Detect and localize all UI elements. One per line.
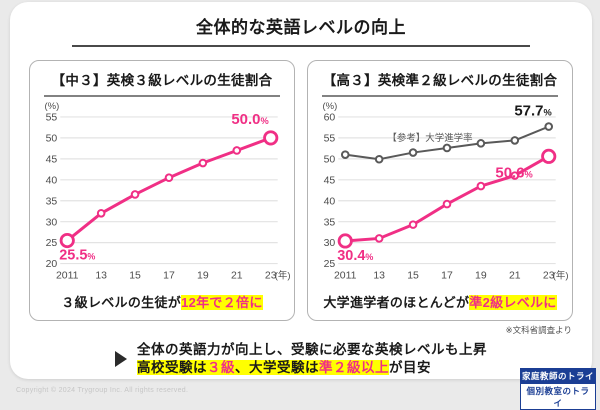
summary-lines: 全体の英語力が向上し、受験に必要な英検レベルも上昇 高校受験は３級、大学受験は準… <box>137 341 487 377</box>
svg-text:15: 15 <box>129 270 141 281</box>
svg-text:25.5%: 25.5% <box>59 247 95 263</box>
chart-divider <box>44 95 280 97</box>
chart-divider <box>322 95 558 97</box>
svg-text:17: 17 <box>163 270 175 281</box>
try-group-logo: 家庭教師のトライ 個別教室のトライ <box>520 368 596 410</box>
text-segment: ３級 <box>207 360 235 376</box>
text-segment: 準２級以上 <box>319 360 389 376</box>
svg-text:60: 60 <box>324 112 336 123</box>
text-segment: ３級レベルの生徒が <box>61 295 182 310</box>
text-segment: 12年で２倍に <box>181 295 263 310</box>
logo-kobetsu-kyoushitsu-no-try: 個別教室のトライ <box>520 383 596 410</box>
svg-text:(年): (年) <box>275 269 291 281</box>
svg-text:(%): (%) <box>45 100 60 111</box>
chart-card-middle3: 【中３】英検３級レベルの生徒割合 20 25 30 35 40 45 50 55 (%) 2011… <box>29 60 295 321</box>
svg-text:45: 45 <box>324 175 336 186</box>
svg-text:19: 19 <box>475 270 487 281</box>
svg-text:【参考】大学進学率: 【参考】大学進学率 <box>387 131 472 143</box>
summary-block: 全体の英語力が向上し、受験に必要な英検レベルも上昇 高校受験は３級、大学受験は準… <box>10 341 592 377</box>
svg-text:13: 13 <box>373 270 385 281</box>
svg-text:25: 25 <box>324 259 336 270</box>
line-chart-middle3: 20 25 30 35 40 45 50 55(%) 2011 13 15 17 19 21 23(年) 50… <box>45 100 291 281</box>
svg-text:13: 13 <box>95 270 107 281</box>
svg-text:2011: 2011 <box>56 270 79 281</box>
svg-text:50: 50 <box>324 154 336 165</box>
summary-line-2: 高校受験は３級、大学受験は準２級以上が目安 <box>137 359 487 377</box>
text-segment: 高校受験は <box>137 360 207 376</box>
svg-text:35: 35 <box>46 196 58 207</box>
text-segment: 準2級レベルに <box>469 295 557 310</box>
chart-caption-middle3: ３級レベルの生徒が12年で２倍に <box>30 292 294 311</box>
page-title: 全体的な英語レベルの向上 <box>196 18 406 37</box>
text-segment: 、大学受験は <box>235 360 319 376</box>
right-triangle-icon <box>115 351 127 368</box>
svg-text:55: 55 <box>46 112 58 123</box>
logo-katei-kyoushi-no-try: 家庭教師のトライ <box>520 368 596 383</box>
svg-text:23: 23 <box>543 270 555 281</box>
svg-text:25: 25 <box>46 238 58 249</box>
svg-text:40: 40 <box>324 196 336 207</box>
chart-title-middle3: 【中３】英検３級レベルの生徒割合 <box>51 73 273 88</box>
svg-text:(%): (%) <box>323 100 338 111</box>
svg-text:23: 23 <box>265 270 277 281</box>
slide-card: 全体的な英語レベルの向上 【中３】英検３級レベルの生徒割合 20 25 30 35 40… <box>10 2 592 379</box>
svg-text:21: 21 <box>509 270 521 281</box>
copyright-text: Copyright © 2024 Trygroup Inc. All right… <box>16 387 189 394</box>
svg-text:15: 15 <box>407 270 419 281</box>
summary-line-1: 全体の英語力が向上し、受験に必要な英検レベルも上昇 <box>137 342 487 357</box>
svg-text:30: 30 <box>46 217 58 228</box>
svg-text:30.4%: 30.4% <box>337 247 373 263</box>
text-segment: が目安 <box>389 360 431 376</box>
svg-text:50.0%: 50.0% <box>231 110 268 127</box>
svg-text:40: 40 <box>46 175 58 186</box>
svg-text:19: 19 <box>197 270 209 281</box>
svg-text:55: 55 <box>324 133 336 144</box>
chart-caption-high3: 大学進学者のほとんどが準2級レベルに <box>308 292 572 311</box>
line-chart-high3: 25 30 35 40 45 50 55 60(%) 2011 13 15 17 19 21 23(年) 57… <box>323 100 569 281</box>
svg-text:50: 50 <box>46 133 58 144</box>
svg-text:17: 17 <box>441 270 453 281</box>
svg-text:30: 30 <box>324 238 336 249</box>
chart-card-high3: 【高３】英検準２級レベルの生徒割合 25 30 35 40 45 50 55 60 (%) 201… <box>307 60 573 321</box>
svg-text:57.7%: 57.7% <box>514 102 551 119</box>
charts-row: 【中３】英検３級レベルの生徒割合 20 25 30 35 40 45 50 55 (%) 2011… <box>10 60 592 321</box>
text-segment: 大学進学者のほとんどが <box>323 295 470 310</box>
svg-text:21: 21 <box>231 270 243 281</box>
svg-text:20: 20 <box>46 259 58 270</box>
svg-text:35: 35 <box>324 217 336 228</box>
svg-text:45: 45 <box>46 154 58 165</box>
svg-text:(年): (年) <box>553 269 569 281</box>
svg-text:50.6%: 50.6% <box>495 164 532 181</box>
title-underline <box>72 45 530 47</box>
source-note: ※文科省調査より <box>505 325 572 335</box>
svg-text:2011: 2011 <box>334 270 357 281</box>
chart-title-high3: 【高３】英検準２級レベルの生徒割合 <box>322 73 558 88</box>
